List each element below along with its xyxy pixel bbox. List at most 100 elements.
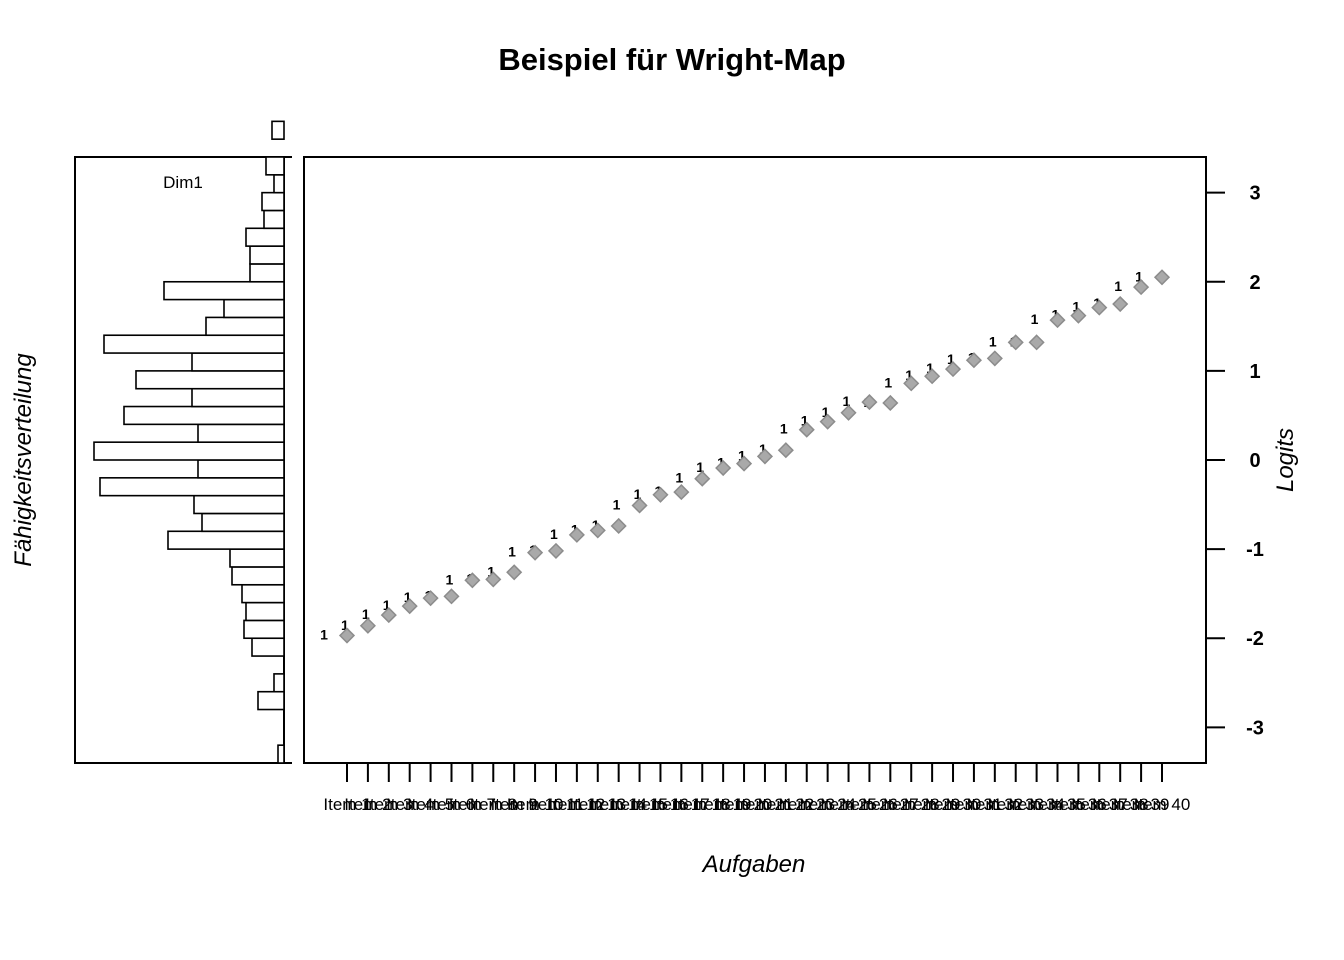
x-tick-label: Item 10 [507,795,564,814]
item-difficulty-point [610,517,627,535]
histogram-bar [99,477,285,497]
x-tick-label: Item 22 [757,795,814,814]
histogram-dimension-label: Dim1 [163,173,203,192]
threshold-label: 1 [696,459,704,475]
threshold-label: 1 [1135,268,1143,284]
histogram-bar [271,120,285,140]
threshold-label: 1 [404,589,412,605]
x-tick-label: Item 25 [820,795,877,814]
threshold-label: 1 [634,486,642,502]
threshold-label: 1 [1072,299,1080,315]
histogram-bar [231,566,285,586]
x-tick-label: Item 11 [528,795,583,814]
chart-title: Beispiel für Wright-Map [498,42,845,77]
histogram-bar [93,441,285,461]
threshold-labels: 1111111111111111111111111111111111111111 [320,268,1143,642]
item-difficulty-point [840,404,857,421]
threshold-label: 1 [947,351,955,367]
histogram-bar [249,263,285,283]
histogram-bar [193,494,285,515]
item-difficulty-point [861,394,878,411]
threshold-label: 1 [1114,278,1122,294]
x-tick-label: Item 38 [1092,795,1149,814]
x-tick-label: Item 35 [1029,795,1086,814]
item-difficulty-point [589,522,606,539]
threshold-label: 1 [487,563,495,579]
threshold-label: 1 [550,526,558,542]
histogram-bar [201,512,285,533]
x-tick-label: Item 2 [344,795,391,814]
item-difficulty-point [694,470,711,487]
item-difficulty-point [359,617,376,634]
y-tick-label: 3 [1249,183,1260,205]
histogram-bar [103,334,285,354]
histogram-bar [265,156,285,176]
item-difficulty-point [965,352,982,369]
histogram-bar [277,744,285,764]
item-difficulty-point [1070,307,1087,324]
histogram-bars [93,120,285,764]
item-difficulty-point [1091,299,1108,316]
threshold-label: 1 [801,413,809,429]
x-tick-label: Item 17 [653,795,710,814]
histogram-bar [273,673,285,693]
item-difficulty-point [1133,279,1150,296]
item-difficulty-point [652,486,669,503]
threshold-label: 1 [843,393,851,409]
item-difficulty-point [882,394,899,412]
x-tick-label: Item 21 [737,795,794,814]
histogram-bar [257,690,285,711]
x-tick-label: Item 29 [904,795,961,814]
item-difficulty-point [401,598,418,615]
x-tick-label: Item 14 [590,795,647,814]
histogram-bar [249,245,285,265]
threshold-label: 1 [738,447,746,463]
x-tick-label: Item 26 [841,795,898,814]
histogram-bar [229,548,285,568]
item-difficulty-point [735,455,753,472]
item-difficulty-point [506,564,523,581]
histogram-bar [123,405,285,426]
histogram-bar [163,280,285,301]
item-difficulty-point [819,413,836,430]
plot-frame [303,156,1207,764]
threshold-label: 1 [1031,311,1039,327]
x-tick-label: Item 15 [611,795,668,814]
x-tick-label: Item 5 [407,795,454,814]
histogram-bar [243,619,285,640]
y-axis-title: Logits [1272,428,1299,492]
histogram-bar [245,227,285,247]
x-tick-label: Item 3 [365,795,412,814]
x-tick-label: Item 9 [491,795,538,814]
x-tick-label: Item 20 [716,795,773,814]
threshold-label: 1 [613,496,621,512]
item-difficulty-point [443,588,460,605]
histogram-bar [245,601,285,622]
threshold-label: 1 [445,571,453,587]
threshold-label: 1 [884,374,892,390]
item-difficulty-point [380,607,397,624]
item-difficulty-point [777,442,794,459]
histogram-bar [273,174,285,194]
x-tick-label: Item 18 [674,795,731,814]
item-difficulty-point [547,542,565,559]
histogram-bar [251,637,285,657]
x-tick-label: Item 31 [946,795,1003,814]
x-tick-label: Item 1 [323,795,370,814]
y-tick-label: -1 [1246,539,1264,561]
histogram-bar [135,370,285,390]
ability-histogram-panel: Dim1 [74,120,292,764]
item-difficulty-point [924,368,941,385]
threshold-label: 1 [926,360,934,376]
x-tick-label: Item 36 [1050,795,1107,814]
item-points [338,269,1171,644]
threshold-label: 1 [675,470,683,486]
x-tick-label: Item 28 [883,795,940,814]
histogram-axis-title: Fähigkeitsverteilung [10,353,37,567]
y-tick-label: -3 [1246,717,1264,739]
x-tick-label: Item 13 [569,795,626,814]
histogram-bar [205,316,285,337]
histogram-bar [223,298,285,319]
